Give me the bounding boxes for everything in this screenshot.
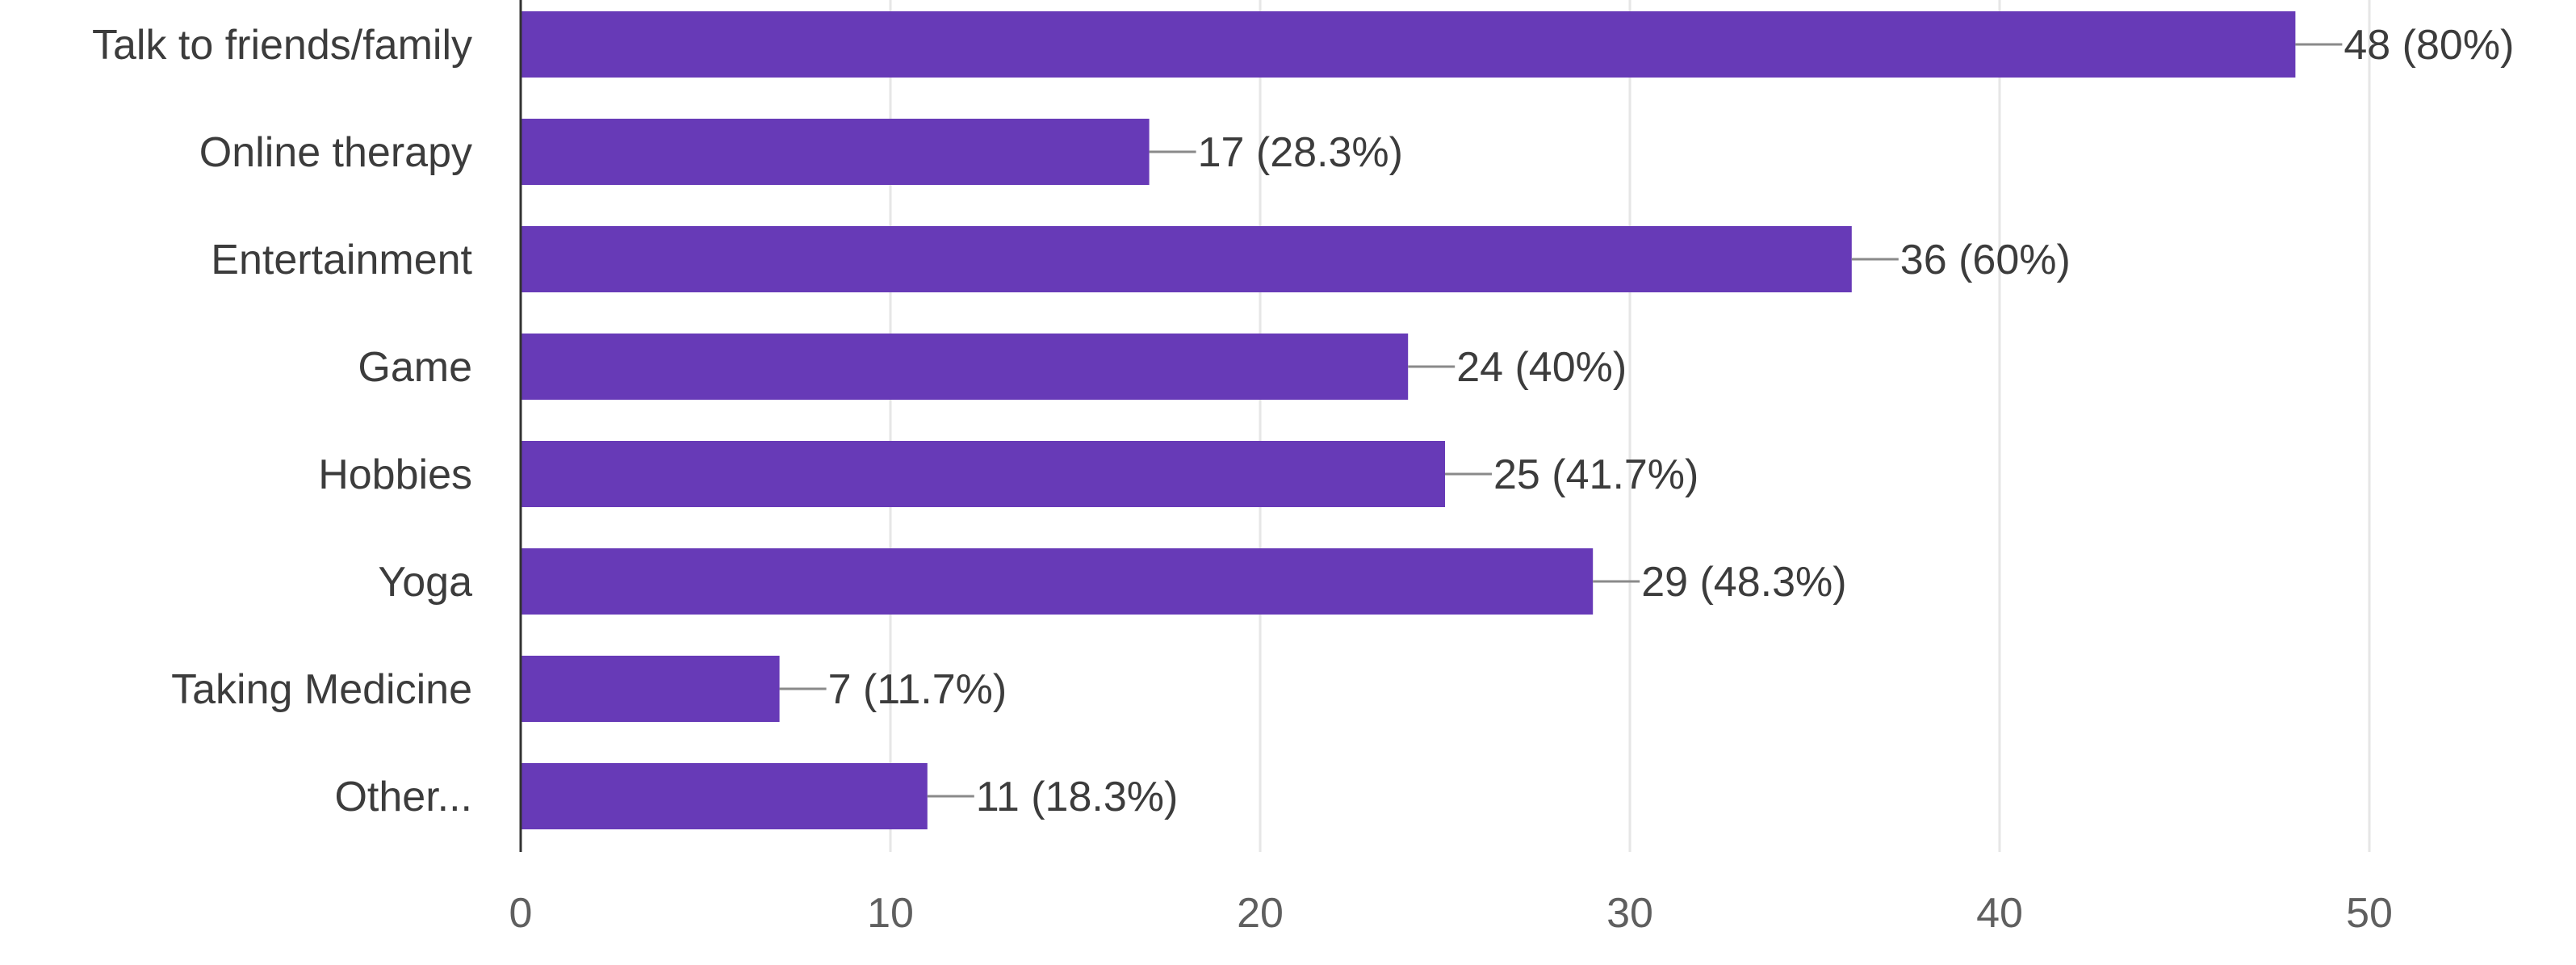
category-label: Other... xyxy=(334,774,472,820)
category-label: Taking Medicine xyxy=(171,666,472,713)
data-label: 29 (48.3%) xyxy=(1641,559,1846,606)
data-labels: 48 (80%) 17 (28.3%) 36 (60%) 24 (40%) 25 (41… xyxy=(828,22,2515,820)
bar xyxy=(521,548,1594,615)
bar xyxy=(521,11,2296,78)
x-tick-label: 0 xyxy=(509,890,533,937)
x-tick-labels: 0 10 20 30 40 50 xyxy=(509,890,2393,937)
category-label: Entertainment xyxy=(211,237,472,283)
category-label: Talk to friends/family xyxy=(92,22,472,69)
data-label: 17 (28.3%) xyxy=(1198,129,1403,176)
category-labels: Talk to friends/family Online therapy Ente… xyxy=(92,22,473,820)
category-label: Online therapy xyxy=(199,129,472,176)
x-tick-label: 20 xyxy=(1237,890,1284,937)
x-tick-label: 30 xyxy=(1606,890,1653,937)
grid-lines xyxy=(889,0,2371,852)
bar xyxy=(521,119,1150,185)
data-label: 7 (11.7%) xyxy=(828,666,1007,713)
bar xyxy=(521,656,780,722)
data-label: 11 (18.3%) xyxy=(976,774,1179,820)
data-label-leaders xyxy=(779,43,2343,798)
x-tick-label: 50 xyxy=(2346,890,2393,937)
bars xyxy=(521,11,2296,829)
category-label: Yoga xyxy=(378,559,472,606)
bar xyxy=(521,763,928,829)
data-label: 36 (60%) xyxy=(1900,237,2071,283)
bar xyxy=(521,441,1445,507)
x-tick-label: 40 xyxy=(1976,890,2023,937)
category-label: Game xyxy=(358,344,472,391)
data-label: 24 (40%) xyxy=(1456,344,1627,391)
bar xyxy=(521,226,1852,292)
data-label: 48 (80%) xyxy=(2344,22,2514,69)
x-tick-label: 10 xyxy=(867,890,914,937)
bar xyxy=(521,334,1409,400)
data-label: 25 (41.7%) xyxy=(1493,451,1698,498)
category-label: Hobbies xyxy=(318,451,472,498)
